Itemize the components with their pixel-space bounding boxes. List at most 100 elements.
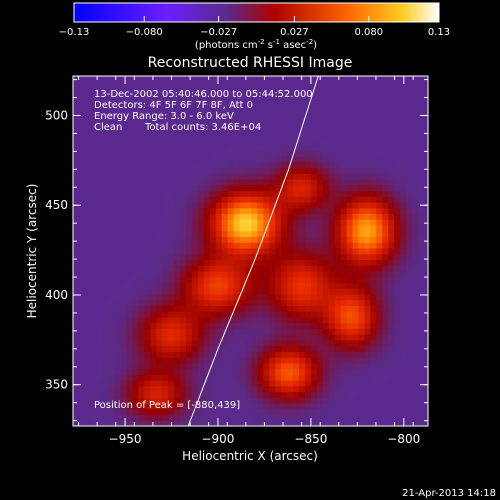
heatmap-cell bbox=[322, 345, 330, 352]
heatmap-cell bbox=[400, 115, 407, 123]
heatmap-cell bbox=[150, 316, 157, 324]
heatmap-cell bbox=[310, 414, 318, 421]
heatmap-cell bbox=[275, 133, 282, 140]
heatmap-cell bbox=[78, 362, 86, 370]
heatmap-cell bbox=[90, 357, 98, 364]
heatmap-cell bbox=[251, 87, 258, 94]
heatmap-cell bbox=[96, 259, 104, 266]
heatmap-cell bbox=[417, 156, 425, 163]
heatmap-cell bbox=[132, 219, 140, 226]
heatmap-cell bbox=[251, 265, 258, 272]
heatmap-cell bbox=[376, 173, 383, 180]
heatmap-cell bbox=[203, 247, 211, 255]
heatmap-cell bbox=[275, 293, 282, 301]
heatmap-cell bbox=[299, 202, 306, 209]
heatmap-cell bbox=[132, 316, 140, 324]
heatmap-cell bbox=[102, 253, 110, 261]
heatmap-cell bbox=[203, 87, 211, 94]
heatmap-cell bbox=[209, 87, 217, 94]
heatmap-cell bbox=[174, 380, 181, 387]
heatmap-cell bbox=[275, 150, 282, 157]
heatmap-cell bbox=[209, 316, 217, 324]
heatmap-cell bbox=[221, 247, 229, 255]
heatmap-cell bbox=[370, 115, 377, 123]
heatmap-cell bbox=[310, 190, 318, 197]
heatmap-cell bbox=[340, 92, 348, 100]
heatmap-cell bbox=[221, 374, 229, 381]
heatmap-cell bbox=[197, 138, 205, 146]
heatmap-cell bbox=[310, 144, 318, 151]
heatmap-cell bbox=[233, 236, 241, 243]
heatmap-cell bbox=[84, 293, 92, 301]
heatmap-cell bbox=[174, 236, 181, 243]
heatmap-cell bbox=[269, 293, 276, 301]
heatmap-cell bbox=[340, 403, 348, 410]
heatmap-cell bbox=[316, 230, 324, 238]
heatmap-cell bbox=[162, 288, 169, 295]
heatmap-cell bbox=[400, 397, 407, 404]
heatmap-cell bbox=[346, 127, 354, 134]
heatmap-cell bbox=[132, 144, 140, 151]
heatmap-cell bbox=[186, 259, 193, 266]
heatmap-cell bbox=[120, 87, 128, 94]
heatmap-cell bbox=[90, 408, 98, 416]
heatmap-cell bbox=[310, 98, 318, 105]
heatmap-cell bbox=[304, 219, 312, 226]
heatmap-cell bbox=[257, 334, 264, 341]
heatmap-cell bbox=[132, 322, 140, 329]
heatmap-cell bbox=[203, 403, 211, 410]
heatmap-cell bbox=[287, 247, 294, 255]
heatmap-cell bbox=[293, 242, 300, 249]
heatmap-cell bbox=[239, 138, 247, 146]
heatmap-cell bbox=[180, 230, 187, 238]
heatmap-cell bbox=[186, 311, 193, 318]
heatmap-cell bbox=[299, 179, 306, 186]
heatmap-cell bbox=[358, 322, 366, 329]
heatmap-cell bbox=[221, 265, 229, 272]
heatmap-cell bbox=[334, 403, 342, 410]
heatmap-cell bbox=[144, 316, 151, 324]
heatmap-cell bbox=[322, 385, 330, 393]
heatmap-cell bbox=[400, 196, 407, 203]
heatmap-cell bbox=[334, 156, 342, 163]
heatmap-cell bbox=[138, 305, 145, 312]
heatmap-cell bbox=[346, 288, 354, 295]
heatmap-cell bbox=[174, 133, 181, 140]
heatmap-cell bbox=[281, 121, 288, 128]
heatmap-cell bbox=[370, 351, 377, 358]
heatmap-cell bbox=[203, 276, 211, 284]
heatmap-cell bbox=[364, 265, 371, 272]
heatmap-cell bbox=[156, 299, 163, 306]
heatmap-cell bbox=[120, 276, 128, 284]
heatmap-cell bbox=[221, 305, 229, 312]
heatmap-cell bbox=[376, 230, 383, 238]
heatmap-cell bbox=[293, 282, 300, 289]
heatmap-cell bbox=[322, 144, 330, 151]
heatmap-cell bbox=[388, 150, 395, 157]
heatmap-cell bbox=[352, 299, 360, 306]
heatmap-cell bbox=[150, 397, 157, 404]
heatmap-cell bbox=[186, 76, 193, 82]
heatmap-cell bbox=[382, 150, 389, 157]
heatmap-cell bbox=[138, 167, 145, 174]
heatmap-cell bbox=[388, 202, 395, 209]
heatmap-cell bbox=[257, 207, 264, 215]
heatmap-cell bbox=[233, 173, 241, 180]
heatmap-cell bbox=[114, 127, 122, 134]
heatmap-cell bbox=[114, 408, 122, 416]
heatmap-cell bbox=[287, 150, 294, 157]
heatmap-cell bbox=[102, 380, 110, 387]
heatmap-cell bbox=[102, 305, 110, 312]
heatmap-cell bbox=[233, 328, 241, 335]
heatmap-cell bbox=[251, 144, 258, 151]
heatmap-cell bbox=[102, 316, 110, 324]
heatmap-cell bbox=[186, 288, 193, 295]
heatmap-cell bbox=[423, 397, 428, 404]
heatmap-cell bbox=[144, 242, 151, 249]
heatmap-cell bbox=[304, 403, 312, 410]
heatmap-cell bbox=[245, 351, 253, 358]
heatmap-cell bbox=[203, 293, 211, 301]
heatmap-cell bbox=[120, 156, 128, 163]
heatmap-cell bbox=[376, 334, 383, 341]
heatmap-cell bbox=[334, 265, 342, 272]
